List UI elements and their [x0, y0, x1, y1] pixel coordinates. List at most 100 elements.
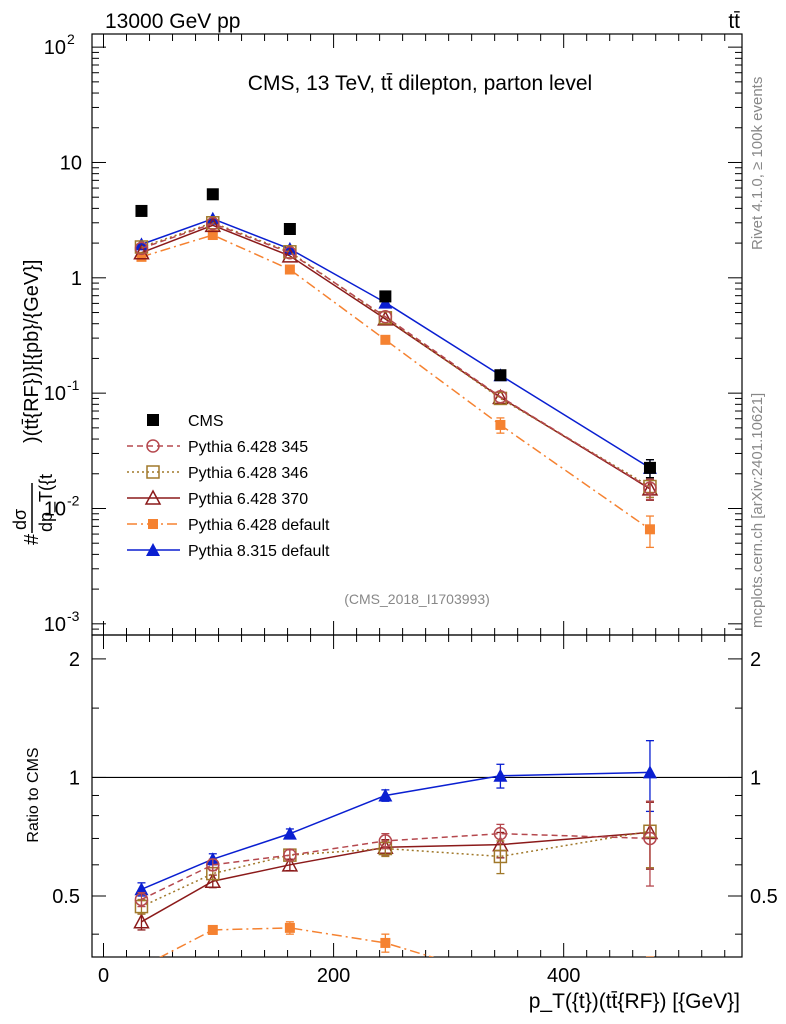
- data-marker: [643, 831, 657, 846]
- y-tick-base: 10: [44, 614, 66, 636]
- data-marker: [283, 222, 296, 235]
- data-marker: [147, 414, 159, 426]
- data-marker: [379, 290, 392, 303]
- data-marker: [644, 524, 655, 535]
- data-marker: [493, 390, 508, 404]
- ratio-tick-label-right: 0.5: [750, 886, 778, 908]
- y-tick-label: 1: [71, 268, 82, 290]
- series-line: [159, 927, 435, 957]
- legend-label: Pythia 6.428 default: [188, 517, 330, 534]
- legend-entry: Pythia 6.428 370: [127, 489, 308, 508]
- data-marker: [284, 264, 295, 275]
- legend: CMS Pythia 6.428 345 Pythia 6.428 346 Pythi…: [127, 413, 330, 560]
- x-axis-ticks: 0 200 400: [98, 34, 726, 987]
- data-marker: [494, 369, 507, 382]
- y-tick-base: 10: [44, 383, 66, 405]
- process-label: tt̄: [728, 10, 740, 33]
- series-line: [141, 217, 651, 469]
- data-marker: [136, 251, 147, 262]
- data-marker: [146, 439, 160, 453]
- ratio-y-axis-label: Ratio to CMS: [25, 747, 42, 842]
- legend-entry: Pythia 8.315 default: [127, 543, 330, 560]
- y-label-suffix: )(tt̄{RF})}[{pb}/{GeV}]: [21, 260, 43, 443]
- data-marker: [207, 924, 218, 935]
- data-marker: [281, 856, 299, 872]
- series-line: [141, 830, 651, 908]
- energy-label: 13000 GeV pp: [105, 10, 240, 33]
- x-tick-label: 0: [98, 965, 109, 987]
- rivet-label: Rivet 4.1.0, ≥ 100k events: [749, 77, 766, 250]
- data-marker: [642, 765, 657, 779]
- data-marker: [493, 826, 508, 841]
- y-tick-label: 10: [60, 152, 82, 174]
- series-pythia-6-428-345: [134, 800, 657, 908]
- data-marker: [380, 937, 391, 948]
- data-marker: [206, 188, 219, 201]
- data-marker: [206, 216, 220, 231]
- data-marker: [493, 849, 508, 864]
- data-marker: [148, 519, 158, 529]
- series-pythia-8-315-default: [134, 211, 657, 479]
- series-pythia-6-428-345: [134, 216, 657, 501]
- y-label-numerator: dσ: [10, 509, 30, 530]
- data-marker: [378, 788, 393, 802]
- x-tick-label: 400: [547, 965, 580, 987]
- legend-entry: CMS: [147, 413, 224, 430]
- series-line: [141, 222, 651, 489]
- series-pythia-6-428-default: [136, 230, 655, 549]
- data-marker: [135, 204, 148, 217]
- series-line: [141, 832, 650, 901]
- legend-label: CMS: [188, 413, 224, 430]
- ratio-tick-label-left: 2: [69, 649, 80, 671]
- analysis-id: (CMS_2018_I1703993): [344, 591, 490, 607]
- data-marker: [206, 858, 220, 872]
- y-tick-label: 10 -2: [44, 492, 80, 520]
- data-marker: [380, 334, 391, 345]
- data-marker: [134, 241, 149, 256]
- data-marker: [283, 245, 297, 260]
- y-tick-exponent: -1: [67, 377, 80, 393]
- mcplots-label: mcplots.cern.ch [arXiv:2401.10621]: [749, 393, 766, 628]
- y-tick-exponent: 2: [67, 31, 75, 47]
- legend-entry: Pythia 6.428 default: [127, 517, 330, 534]
- y-tick-label: 10 -1: [44, 377, 80, 405]
- data-marker: [377, 310, 394, 326]
- main-series-group: [133, 188, 659, 549]
- data-marker: [146, 543, 160, 556]
- data-marker: [282, 826, 297, 840]
- data-marker: [643, 481, 657, 495]
- x-tick-label: 200: [317, 965, 350, 987]
- series-pythia-6-428-default: [159, 921, 654, 957]
- ratio-tick-label-right: 2: [750, 649, 761, 671]
- ratio-plot-frame: [91, 634, 743, 958]
- ratio-tick-label-left: 0.5: [52, 886, 80, 908]
- data-marker: [284, 922, 295, 933]
- y-label-denominator: dp_T({t: [36, 474, 57, 532]
- ratio-series-group: [133, 740, 659, 957]
- legend-entry: Pythia 6.428 346: [127, 465, 308, 482]
- y-tick-label: 10 2: [44, 31, 75, 59]
- series-line: [141, 234, 651, 530]
- y-tick-exponent: -2: [67, 492, 80, 508]
- y-tick-exponent: -3: [67, 608, 80, 624]
- data-marker: [144, 489, 162, 505]
- legend-label: Pythia 6.428 346: [188, 465, 308, 482]
- data-marker: [495, 419, 506, 430]
- y-tick-value: 1: [71, 268, 82, 290]
- data-marker: [133, 244, 150, 260]
- series-line: [141, 771, 650, 890]
- data-marker: [283, 848, 297, 862]
- data-marker: [493, 768, 508, 782]
- ratio-axis-ticks: 0.5 0.5 1 1 2 2: [52, 649, 778, 935]
- data-marker: [133, 913, 150, 929]
- data-marker: [207, 230, 218, 241]
- main-y-axis-label: # dσ dp_T({t )(tt̄{RF})}[{pb}/{GeV}]: [10, 260, 57, 545]
- legend-entry: Pythia 6.428 345: [127, 439, 308, 456]
- x-axis-label: p_T({t})(tt̄{RF}) [{GeV}]: [529, 990, 740, 1013]
- y-tick-base: 10: [44, 37, 66, 59]
- data-marker: [378, 309, 393, 324]
- y-tick-base: 10: [44, 498, 66, 520]
- ratio-tick-label-right: 1: [750, 767, 761, 789]
